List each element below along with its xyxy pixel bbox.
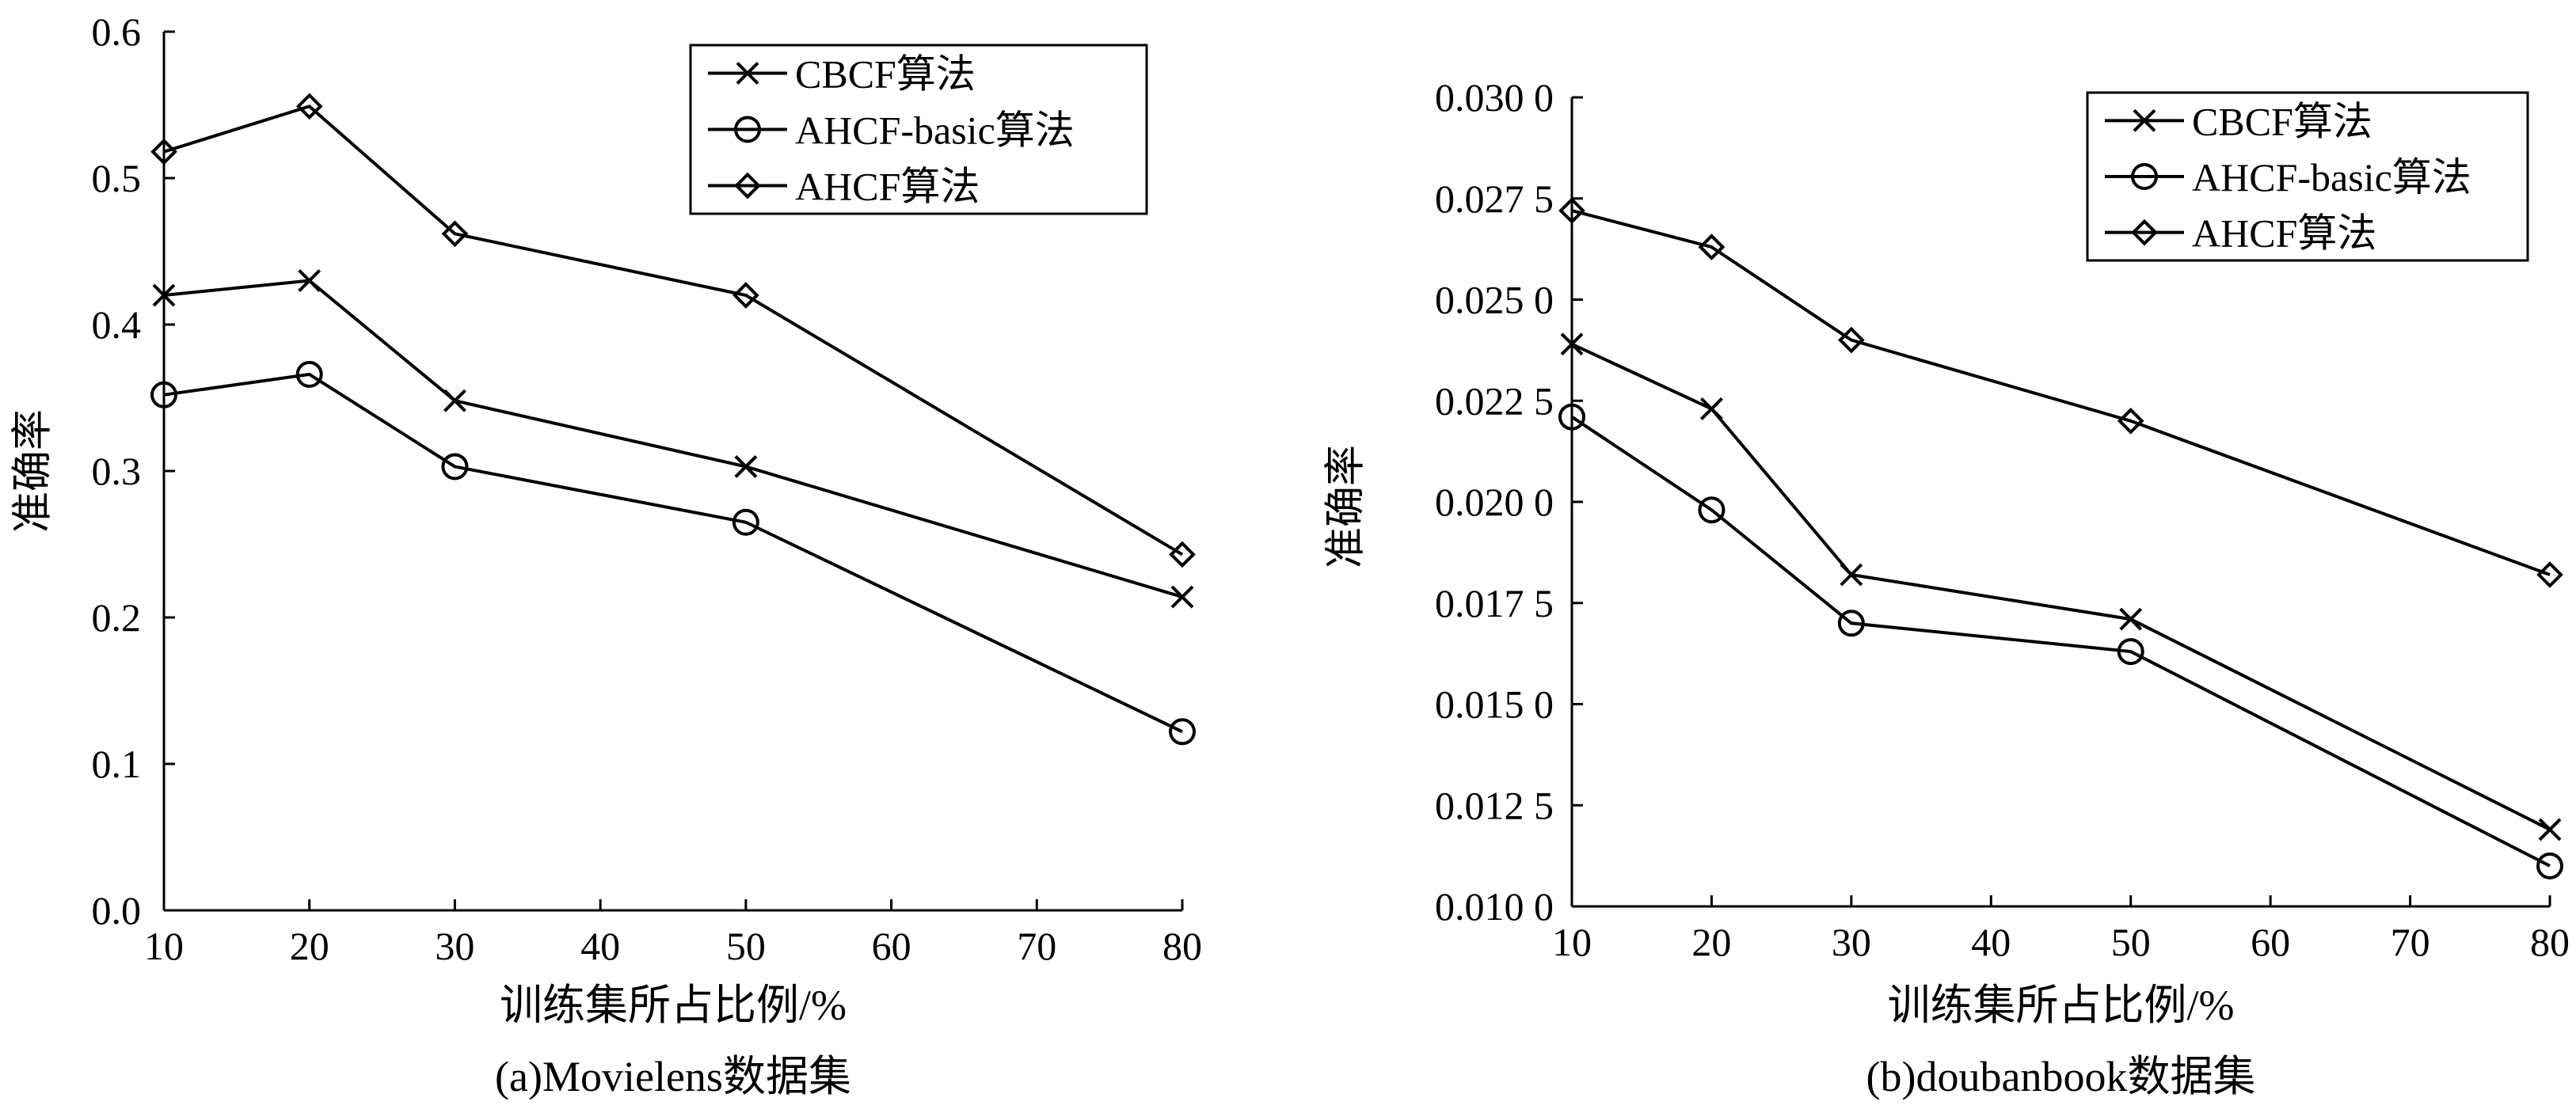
data-point-diamond [732,282,759,309]
y-tick-label: 0.010 0 [1435,884,1554,929]
legend-label: AHCF-basic算法 [2192,155,2471,199]
data-point-diamond [441,220,469,248]
series-line-x [163,279,1183,599]
data-point-x [2119,607,2143,631]
legend-marker-circle [734,116,761,143]
data-point-x [734,455,758,478]
data-point-circle [150,381,177,408]
y-tick-label: 0.020 0 [1435,480,1554,524]
legend-label: CBCF算法 [2192,99,2372,143]
chart-movielens: 10 20 30 40 50 60 70 80 0.0 0.1 0.2 0.3 0.4 0.5 0.6 准确率… [11,9,1203,1100]
data-point-x [1700,397,1723,420]
legend-marker-diamond [2131,218,2158,246]
legend-label: AHCF算法 [795,165,980,209]
data-point-circle [1558,403,1585,431]
y-tick-label: 0.0 [92,888,142,933]
x-tick-label: 20 [290,924,329,968]
x-tick-label: 10 [144,924,184,968]
y-tick-label: 0.6 [92,9,142,54]
legend-marker-circle [2131,163,2158,190]
x-axis-label: 训练集所占比例/% [500,982,847,1029]
chart-caption: (b)doubanbook数据集 [1866,1053,2256,1100]
x-tick-label: 70 [1017,924,1056,968]
data-point-circle [295,360,323,388]
y-tick-label: 0.2 [92,595,142,640]
y-tick-label: 0.027 5 [1435,177,1554,221]
y-tick-label: 0.1 [92,742,142,786]
x-tick-label: 50 [726,924,766,968]
y-tick-label: 0.4 [92,302,142,347]
data-point-x [1840,563,1863,587]
y-tick-label: 0.022 5 [1435,378,1554,423]
data-point-x [1170,585,1194,609]
x-tick-label: 40 [1971,920,2011,964]
x-tick-label: 70 [2391,920,2430,964]
data-point-x [2538,818,2562,841]
data-point-diamond [1698,234,1726,260]
x-tick-label: 30 [1832,920,1871,964]
data-point-x [152,283,176,307]
series-line-diamond [163,104,1184,556]
data-point-circle [1698,496,1726,524]
series-line-circle [163,372,1183,734]
data-point-circle [2536,852,2563,879]
data-point-diamond [295,93,323,120]
data-point-diamond [1558,197,1585,224]
x-tick-label: 30 [435,924,474,968]
legend-label: AHCF算法 [2192,211,2376,256]
chart-doubanbook: 10 20 30 40 50 60 70 80 0.010 0 0.012 5 0.015 0 0.0… [1324,75,2570,1100]
data-point-x [298,269,322,292]
data-point-x [1560,332,1584,356]
data-point-circle [441,453,469,481]
y-tick-label: 0.012 5 [1435,783,1554,827]
y-axis-label: 准确率 [1324,445,1369,568]
data-point-circle [1837,610,1865,637]
data-point-x [443,389,466,412]
data-point-diamond [150,138,177,165]
legend-label: CBCF算法 [795,52,976,97]
x-tick-label: 40 [580,924,620,968]
y-tick-label: 0.030 0 [1435,75,1554,120]
legend-marker-x [2133,108,2156,132]
legend-marker-x [736,62,759,85]
chart-caption: (a)Movielens数据集 [495,1053,851,1100]
data-point-diamond [1169,541,1196,568]
x-tick-label: 80 [1162,924,1202,968]
y-tick-label: 0.015 0 [1435,682,1554,727]
x-tick-label: 60 [2251,920,2290,964]
y-tick-label: 0.017 5 [1435,581,1554,625]
y-tick-label: 0.3 [92,449,142,493]
y-tick-label: 0.025 0 [1435,278,1554,322]
x-tick-label: 50 [2111,920,2151,964]
legend-label: AHCF-basic算法 [795,108,1075,153]
legend: CBCF算法 AHCF-basic算法 AHCF算法 [689,44,1148,215]
series-line-circle [1570,416,2551,868]
x-tick-label: 20 [1691,920,1731,964]
y-tick-label: 0.5 [92,156,142,200]
data-point-circle [2117,638,2144,666]
data-point-diamond [2536,561,2563,588]
x-tick-label: 60 [872,924,911,968]
x-axis-label: 训练集所占比例/% [1888,982,2235,1029]
x-tick-label: 10 [1552,920,1592,964]
y-axis-label: 准确率 [11,409,56,533]
data-point-circle [1169,718,1196,746]
data-point-circle [732,508,759,536]
x-tick-label: 80 [2530,920,2570,964]
legend-marker-diamond [734,172,761,199]
data-point-diamond [2117,407,2144,435]
legend: CBCF算法 AHCF-basic算法 AHCF算法 [2086,91,2529,262]
series-line-diamond [1571,209,2551,576]
data-point-diamond [1838,326,1865,354]
